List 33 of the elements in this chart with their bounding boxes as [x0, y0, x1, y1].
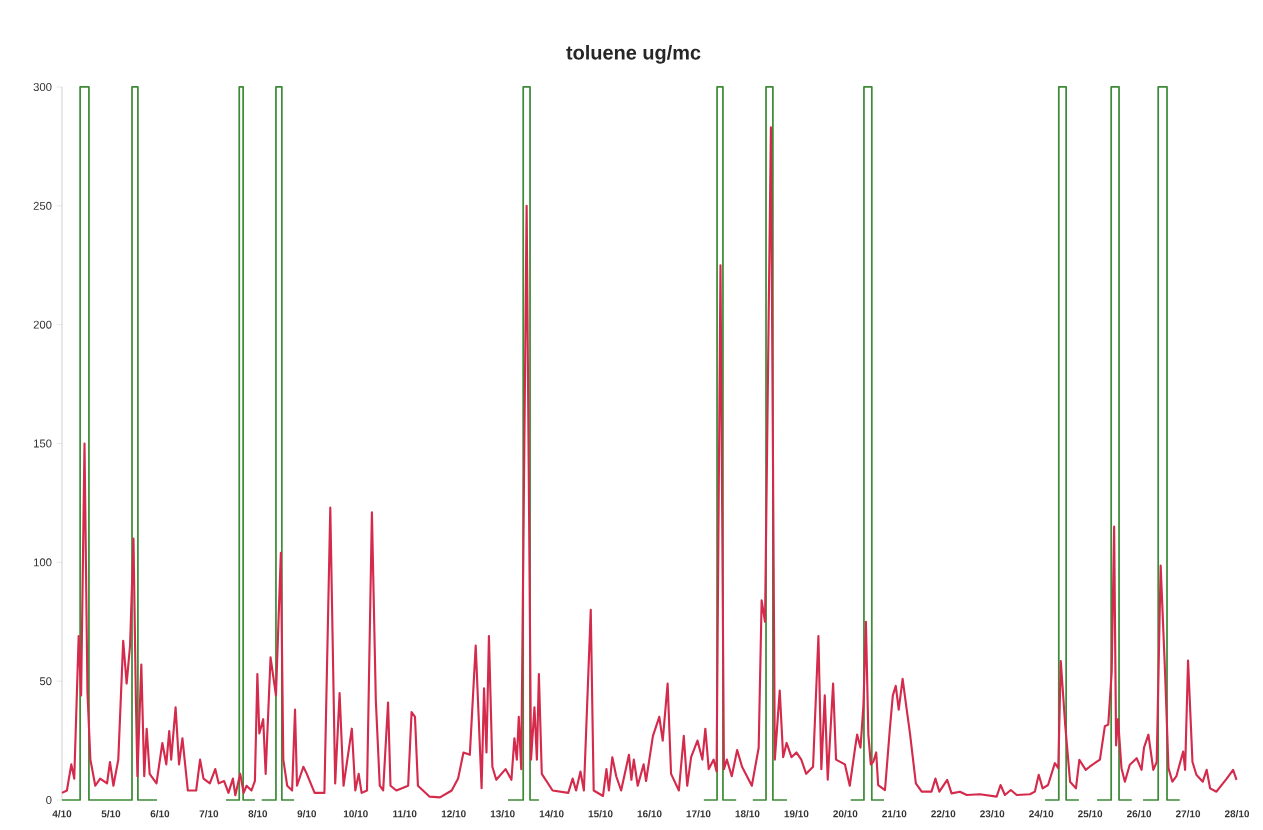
- x-tick-label: 18/10: [735, 810, 760, 818]
- y-tick-label: 50: [39, 677, 52, 686]
- y-tick-label: 250: [33, 201, 52, 210]
- x-tick-label: 17/10: [686, 810, 711, 818]
- x-tick-label: 5/10: [101, 810, 121, 818]
- x-tick-label: 25/10: [1078, 810, 1103, 818]
- x-tick-label: 11/10: [393, 810, 417, 818]
- y-tick-label: 100: [33, 558, 52, 567]
- x-tick-label: 21/10: [882, 810, 907, 818]
- x-tick-label: 22/10: [931, 810, 956, 818]
- x-tick-label: 6/10: [150, 810, 170, 818]
- chart-title: toluene ug/mc: [566, 45, 701, 64]
- x-tick-label: 4/10: [52, 810, 72, 818]
- y-tick-label: 300: [33, 83, 52, 91]
- x-tick-label: 7/10: [199, 810, 219, 818]
- x-tick-label: 26/10: [1126, 810, 1152, 818]
- x-tick-label: 12/10: [441, 810, 466, 818]
- y-tick-label: 200: [33, 320, 52, 329]
- y-tick-label: 150: [33, 439, 52, 448]
- x-tick-label: 13/10: [490, 810, 515, 818]
- y-tick-label: 0: [46, 796, 52, 804]
- x-tick-label: 24/10: [1029, 810, 1054, 818]
- x-tick-label: 27/10: [1175, 810, 1201, 818]
- x-tick-label: 20/10: [833, 810, 858, 818]
- x-tick-label: 19/10: [784, 810, 809, 818]
- x-tick-label: 15/10: [588, 810, 613, 818]
- x-tick-label: 16/10: [637, 810, 662, 818]
- x-tick-label: 14/10: [539, 810, 564, 818]
- x-tick-label: 28/10: [1224, 810, 1250, 818]
- x-tick-label: 23/10: [980, 810, 1005, 818]
- x-tick-label: 9/10: [297, 810, 317, 818]
- x-tick-label: 8/10: [248, 810, 268, 818]
- x-tick-label: 10/10: [343, 810, 368, 818]
